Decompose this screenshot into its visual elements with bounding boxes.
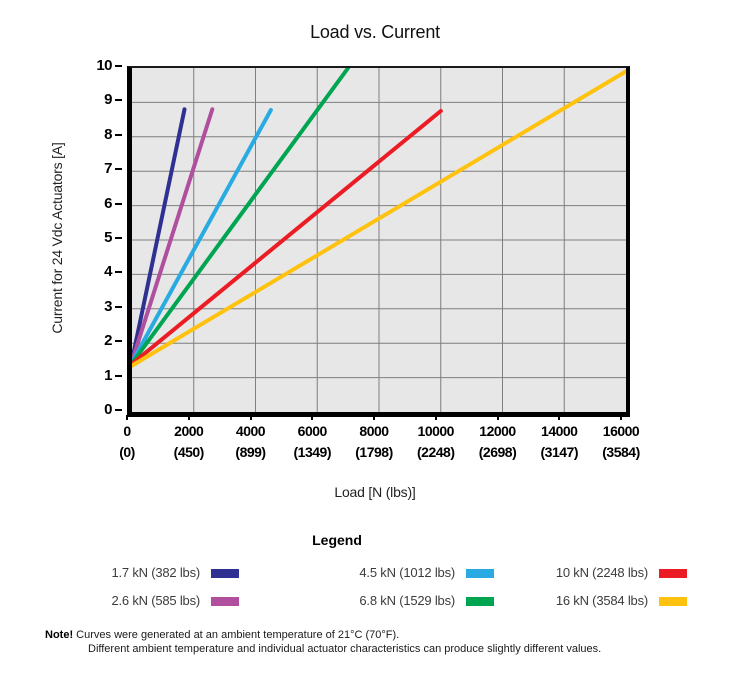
- y-tick-mark: [115, 133, 122, 136]
- x-tick-label-newtons: 16000: [602, 423, 640, 439]
- y-tick-mark: [115, 340, 122, 343]
- note-prefix: Note!: [45, 629, 74, 641]
- y-tick-label: 8: [104, 125, 112, 143]
- x-tick-label-lbs: (2698): [478, 444, 517, 460]
- x-tick-mark: [496, 415, 499, 420]
- y-tick-label: 0: [104, 401, 112, 418]
- x-tick-label-newtons: 12000: [479, 423, 516, 439]
- x-tick-label-lbs: (1798): [355, 444, 393, 460]
- y-tick-label: 10: [96, 57, 112, 74]
- series-line-10-kN-2248-lbs-: [132, 109, 443, 366]
- y-tick-mark: [115, 374, 122, 377]
- x-tick-label-newtons: 0: [123, 423, 131, 439]
- x-tick-label-newtons: 2000: [174, 423, 204, 439]
- y-tick-label: 5: [104, 229, 112, 246]
- x-tick-label: 2000 (450): [154, 421, 224, 463]
- y-tick-label: 6: [104, 194, 112, 212]
- legend-item: 10 kN (2248 lbs): [488, 564, 687, 582]
- legend-color-swatch: [211, 568, 239, 578]
- x-tick-label-lbs: (3147): [540, 444, 579, 460]
- x-tick-label: 6000 (1349): [277, 421, 347, 463]
- x-tick-label-newtons: 14000: [541, 423, 578, 439]
- x-tick-mark: [187, 415, 190, 420]
- legend-color-swatch: [659, 596, 687, 606]
- legend-item: 16 kN (3584 lbs): [488, 592, 687, 610]
- legend-item-label: 16 kN (3584 lbs): [555, 593, 648, 608]
- y-tick-mark: [115, 409, 122, 411]
- x-tick-label: 0 (0): [92, 421, 162, 463]
- x-axis-title: Load [N (lbs)]: [334, 484, 416, 500]
- chart-title: Load vs. Current: [310, 22, 440, 42]
- y-tick-label: 4: [104, 263, 112, 281]
- x-tick-label: 12000 (2698): [463, 421, 533, 463]
- x-tick-mark: [373, 415, 375, 420]
- x-tick-mark: [434, 415, 437, 420]
- note-line-1: Note! Curves were generated at an ambien…: [45, 628, 399, 642]
- y-tick-label: 2: [104, 332, 112, 350]
- legend-title: Legend: [312, 532, 362, 548]
- x-tick-mark: [311, 415, 314, 420]
- x-tick-label: 16000 (3584): [586, 421, 656, 463]
- x-tick-label-lbs: (1349): [293, 444, 332, 460]
- x-tick-label: 8000 (1798): [339, 421, 409, 463]
- x-tick-label-newtons: 4000: [235, 423, 266, 439]
- legend-color-swatch: [466, 596, 494, 606]
- y-tick-label: 1: [104, 366, 112, 384]
- note-text-1: Curves were generated at an ambient temp…: [76, 629, 400, 641]
- y-tick-mark: [115, 168, 122, 171]
- y-tick-mark: [115, 65, 122, 67]
- y-tick-label: 7: [104, 160, 112, 178]
- legend-item-label: 4.5 kN (1012 lbs): [359, 565, 455, 580]
- legend-item: 1.7 kN (382 lbs): [40, 564, 239, 582]
- plot-canvas: [132, 68, 626, 412]
- y-axis-title: Current for 24 Vdc Actuators [A]: [49, 142, 65, 334]
- legend-item-label: 10 kN (2248 lbs): [555, 565, 648, 580]
- legend-color-swatch: [466, 568, 494, 578]
- legend-item: 6.8 kN (1529 lbs): [295, 592, 494, 610]
- x-tick-label-lbs: (899): [235, 444, 266, 460]
- x-tick-mark: [620, 415, 622, 420]
- y-tick-label: 3: [104, 297, 112, 315]
- legend-item: 4.5 kN (1012 lbs): [295, 564, 494, 582]
- x-tick-label-newtons: 8000: [359, 423, 389, 439]
- legend-item-label: 1.7 kN (382 lbs): [111, 565, 200, 580]
- y-tick-mark: [115, 99, 122, 102]
- legend-color-swatch: [659, 568, 687, 578]
- legend-item: 2.6 kN (585 lbs): [40, 592, 239, 610]
- legend-color-swatch: [211, 596, 239, 606]
- x-tick-label-lbs: (3584): [602, 444, 640, 460]
- note-line-2: Different ambient temperature and indivi…: [88, 643, 602, 655]
- x-tick-label: 14000 (3147): [524, 421, 594, 463]
- x-tick-label-newtons: 6000: [297, 423, 328, 439]
- y-tick-mark: [115, 237, 122, 239]
- y-tick-label: 9: [104, 91, 112, 109]
- series-line-6.8-kN-1529-lbs-: [132, 68, 351, 366]
- x-tick-mark: [126, 415, 128, 420]
- series-line-1.7-kN-382-lbs-: [132, 107, 187, 363]
- x-tick-label-lbs: (0): [119, 444, 135, 460]
- y-tick-mark: [115, 202, 122, 205]
- y-tick-mark: [115, 305, 122, 308]
- x-tick-label: 10000 (2248): [401, 421, 471, 463]
- legend-item-label: 6.8 kN (1529 lbs): [359, 593, 455, 608]
- x-tick-label-lbs: (2248): [417, 444, 455, 460]
- x-tick-mark: [558, 415, 561, 420]
- series-line-16-kN-3584-lbs-: [132, 69, 626, 368]
- series-line-4.5-kN-1012-lbs-: [132, 108, 273, 365]
- x-tick-label-lbs: (450): [173, 444, 205, 460]
- y-tick-mark: [115, 271, 122, 274]
- legend-item-label: 2.6 kN (585 lbs): [111, 593, 200, 608]
- x-tick-label: 4000 (899): [216, 421, 286, 463]
- x-tick-label-newtons: 10000: [417, 423, 455, 439]
- plot-area: [127, 66, 630, 417]
- x-tick-mark: [249, 415, 252, 420]
- series-line-2.6-kN-585-lbs-: [132, 107, 215, 364]
